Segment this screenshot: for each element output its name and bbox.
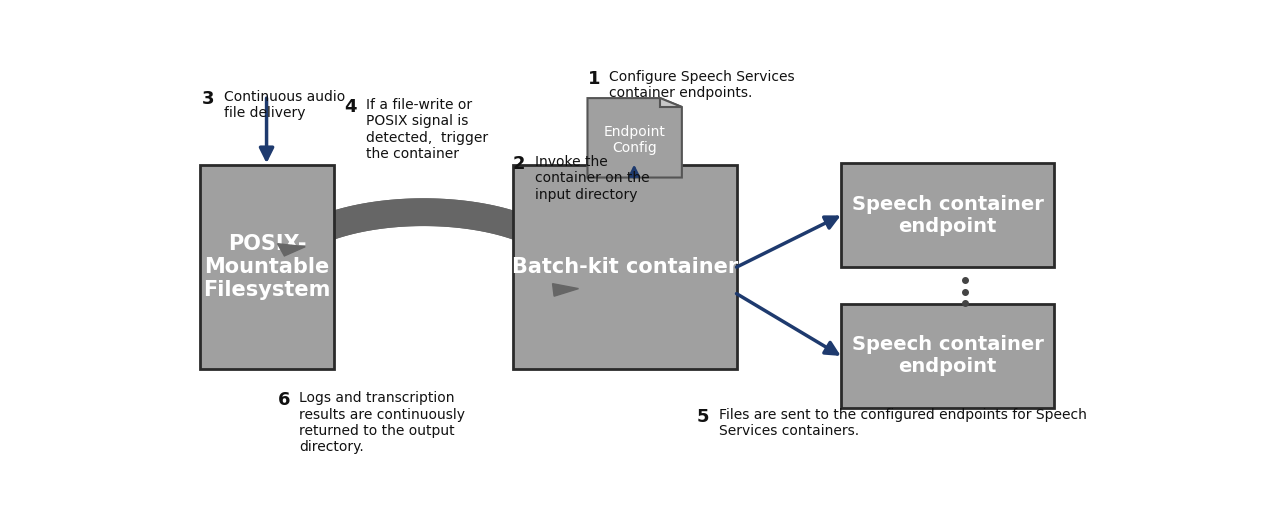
Text: Batch-kit container: Batch-kit container (512, 257, 738, 277)
Polygon shape (587, 98, 682, 178)
Polygon shape (660, 98, 682, 107)
FancyBboxPatch shape (841, 163, 1054, 267)
Polygon shape (553, 284, 578, 296)
Text: Configure Speech Services
container endpoints.: Configure Speech Services container endp… (609, 70, 795, 100)
FancyBboxPatch shape (841, 304, 1054, 408)
Text: Invoke the
container on the
input directory: Invoke the container on the input direct… (535, 155, 650, 202)
Text: 5: 5 (697, 408, 709, 426)
Text: Endpoint
Config: Endpoint Config (604, 125, 665, 155)
Text: Speech container
endpoint: Speech container endpoint (851, 195, 1044, 236)
Text: Continuous audio
file delivery: Continuous audio file delivery (224, 90, 345, 120)
FancyBboxPatch shape (200, 165, 335, 369)
Text: POSIX-
Mountable
Filesystem: POSIX- Mountable Filesystem (204, 234, 331, 300)
Polygon shape (278, 244, 305, 256)
Text: Logs and transcription
results are continuously
returned to the output
directory: Logs and transcription results are conti… (299, 391, 465, 454)
Text: If a file-write or
POSIX signal is
detected,  trigger
the container: If a file-write or POSIX signal is detec… (365, 98, 488, 161)
Text: 1: 1 (587, 70, 600, 88)
Text: Speech container
endpoint: Speech container endpoint (851, 335, 1044, 376)
Text: 3: 3 (203, 90, 214, 108)
FancyBboxPatch shape (513, 165, 736, 369)
Text: 2: 2 (513, 155, 526, 173)
Text: 4: 4 (344, 98, 356, 116)
Text: 6: 6 (277, 391, 290, 409)
Text: Files are sent to the configured endpoints for Speech
Services containers.: Files are sent to the configured endpoin… (719, 408, 1087, 438)
